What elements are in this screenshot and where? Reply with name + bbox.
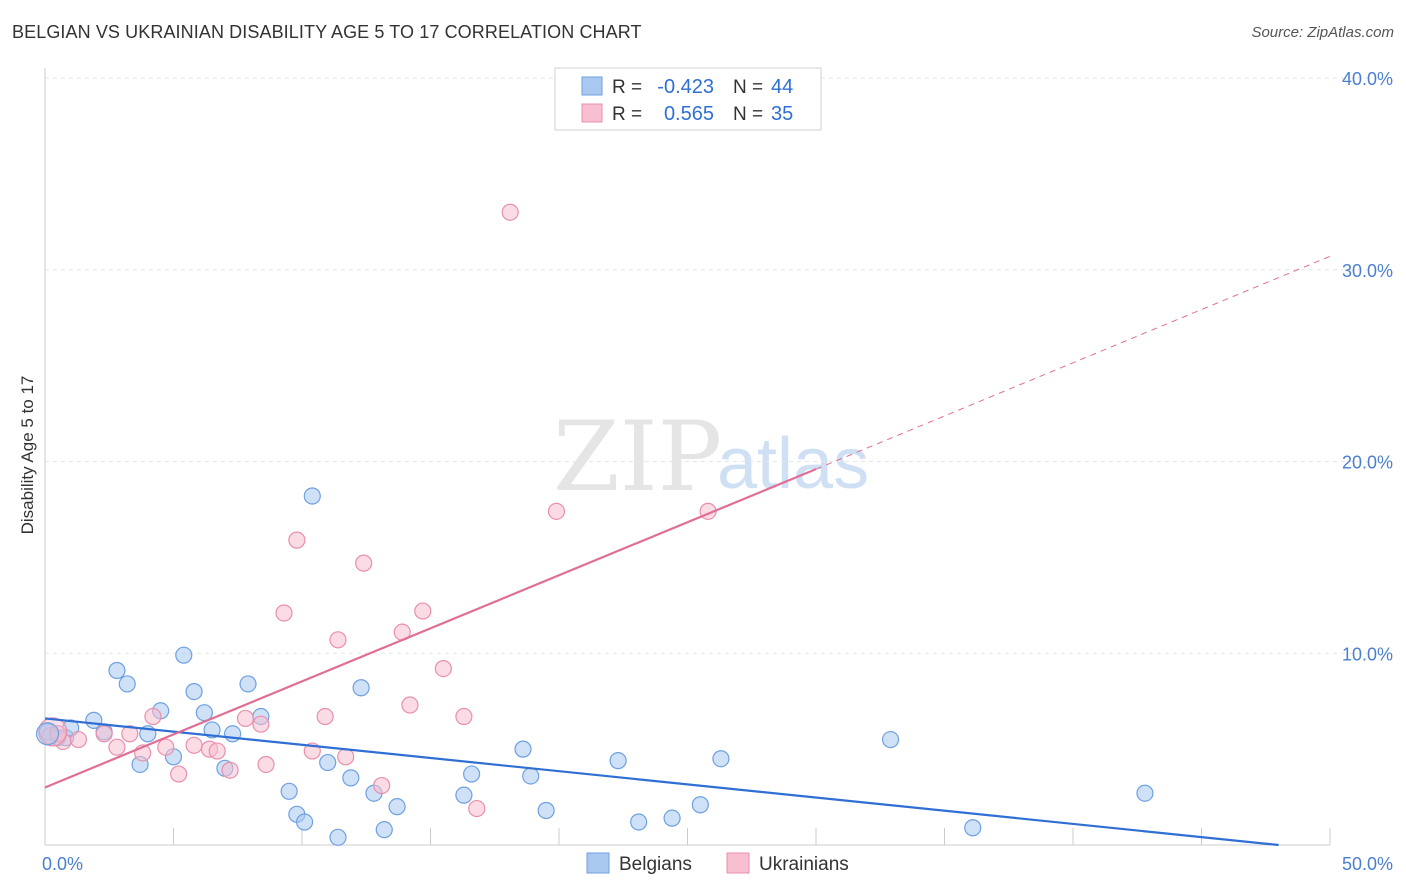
data-point (329, 828, 347, 846)
data-point (388, 798, 406, 816)
stats-legend: R = -0.423 N = 44 R = 0.565 N = 35 (554, 67, 822, 131)
legend-n-label: N = (733, 104, 763, 125)
series-belgians (38, 487, 1154, 846)
data-point (108, 661, 126, 680)
y-tick-label: 40.0% (1342, 69, 1393, 89)
trend-line-ukrainians (44, 468, 817, 789)
legend-r-value: -0.423 (657, 76, 714, 98)
data-point (257, 755, 275, 774)
watermark-zip: ZIP (553, 401, 722, 513)
data-point (121, 725, 139, 743)
legend-n-label: N = (733, 77, 763, 98)
data-point (95, 725, 113, 743)
data-point (337, 748, 355, 766)
data-point (455, 786, 473, 804)
data-point (463, 765, 481, 783)
y-axis-label: Disability Age 5 to 17 (18, 376, 37, 535)
data-point (157, 738, 175, 756)
data-point (288, 531, 306, 549)
chart-title: BELGIAN VS UKRAINIAN DISABILITY AGE 5 TO… (12, 22, 642, 42)
y-tick-label: 10.0% (1342, 644, 1393, 664)
y-tick-label: 20.0% (1342, 453, 1393, 473)
data-point (342, 769, 360, 787)
y-tick-label: 30.0% (1342, 261, 1393, 281)
legend-label: Belgians (619, 854, 692, 875)
data-point (224, 725, 242, 743)
x-tick-label: 0.0% (42, 854, 83, 874)
legend-r-label: R = (612, 77, 642, 98)
data-point (221, 761, 239, 779)
legend-label: Ukrainians (759, 854, 849, 875)
data-point (712, 750, 730, 768)
series-ukrainians (41, 203, 717, 818)
data-point (691, 796, 709, 814)
legend-n-value: 35 (771, 103, 793, 125)
data-point (1136, 784, 1154, 802)
legend-n-value: 44 (771, 76, 793, 98)
data-point (316, 707, 334, 726)
data-point (208, 742, 226, 760)
data-point (185, 736, 203, 754)
data-point (252, 715, 270, 733)
data-point (236, 709, 255, 728)
x-tick-label: 50.0% (1342, 854, 1393, 874)
data-point (630, 813, 648, 831)
data-point (537, 801, 555, 820)
data-point (118, 675, 136, 693)
data-point (401, 696, 419, 714)
data-point (964, 819, 982, 837)
source-label: Source: ZipAtlas.com (1251, 24, 1394, 41)
data-point (203, 721, 221, 739)
data-point-cluster (35, 722, 60, 746)
data-point (375, 821, 393, 839)
data-point (175, 646, 193, 664)
data-point (108, 738, 126, 756)
watermark-atlas: atlas (717, 424, 869, 504)
legend-r-label: R = (612, 104, 642, 125)
data-point (547, 502, 566, 520)
data-point (303, 487, 321, 505)
data-point (295, 813, 314, 831)
data-point (522, 767, 540, 785)
data-point (329, 631, 347, 649)
trend-line-belgians (44, 717, 1279, 847)
data-point (239, 675, 257, 693)
data-point (501, 203, 519, 221)
data-point (414, 602, 432, 620)
legend-swatch (726, 852, 750, 874)
legend-swatch (581, 103, 603, 123)
data-point (275, 604, 293, 622)
data-point (49, 725, 67, 743)
data-point (373, 776, 391, 795)
data-point (170, 765, 188, 783)
data-point (319, 753, 337, 772)
data-point (434, 659, 452, 678)
data-point (468, 799, 486, 818)
data-point (355, 554, 373, 572)
data-point (455, 707, 473, 726)
data-point (144, 707, 162, 726)
data-point (514, 740, 532, 758)
data-point (280, 782, 298, 800)
data-point (69, 730, 88, 749)
data-point (609, 752, 627, 770)
data-point (881, 730, 900, 749)
data-point (352, 679, 370, 697)
trend-extension-ukrainians (815, 255, 1331, 470)
data-point (185, 682, 203, 701)
data-point-cluster (38, 717, 68, 747)
legend-swatch (586, 852, 610, 874)
series-legend: Belgians Ukrainians (586, 852, 849, 875)
legend-r-value: 0.565 (664, 103, 714, 125)
legend-swatch (581, 76, 603, 96)
data-point (663, 809, 681, 827)
